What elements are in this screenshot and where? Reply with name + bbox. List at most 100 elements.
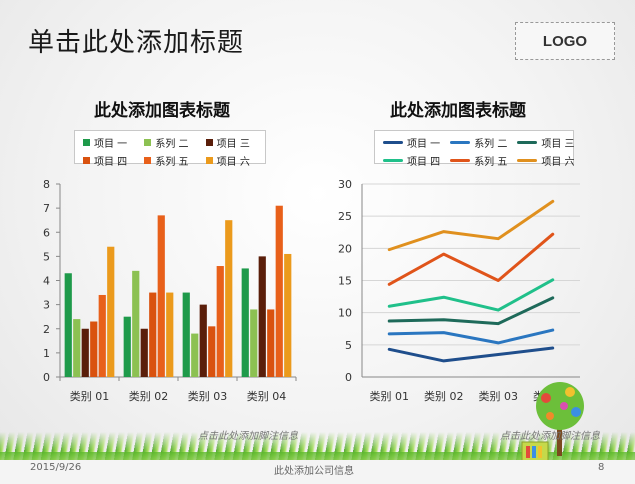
x-category-label: 类别 03 xyxy=(479,389,519,403)
legend-item: 项目 四 xyxy=(383,153,440,168)
bar[interactable] xyxy=(140,328,148,377)
bar[interactable] xyxy=(258,256,266,377)
y-tick-label: 0 xyxy=(43,371,50,384)
y-tick-label: 8 xyxy=(43,178,50,191)
legend-swatch xyxy=(383,159,403,162)
legend-label: 项目 三 xyxy=(216,139,250,150)
bar[interactable] xyxy=(107,246,115,377)
legend-label: 项目 一 xyxy=(407,139,441,150)
bar[interactable] xyxy=(149,292,157,377)
legend-swatch xyxy=(205,139,213,146)
legend-label: 项目 六 xyxy=(541,157,575,168)
legend-item: 项目 四 xyxy=(83,153,134,168)
legend-item: 系列 二 xyxy=(144,135,195,150)
x-category-label: 类别 04 xyxy=(247,389,287,403)
bar-chart-legend[interactable]: 项目 一 系列 二 项目 三项目 四 系列 五 项目 六 xyxy=(74,130,266,168)
footer-bar xyxy=(0,460,635,484)
x-category-label: 类别 03 xyxy=(188,389,228,403)
bar[interactable] xyxy=(267,309,275,377)
legend-item: 项目 一 xyxy=(383,135,440,150)
series-line[interactable] xyxy=(387,328,555,345)
legend-item: 项目 一 xyxy=(83,135,134,150)
bar[interactable] xyxy=(166,292,174,377)
series-line[interactable] xyxy=(387,199,555,252)
bar[interactable] xyxy=(90,321,98,377)
legend-label: 项目 四 xyxy=(94,157,128,168)
y-tick-label: 3 xyxy=(43,299,50,312)
bar[interactable] xyxy=(81,328,89,377)
legend-item: 项目 六 xyxy=(205,153,257,168)
legend-label: 系列 二 xyxy=(474,139,508,150)
legend-label: 项目 四 xyxy=(407,157,441,168)
bar[interactable] xyxy=(275,205,283,377)
x-category-label: 类别 01 xyxy=(70,389,110,403)
bar[interactable] xyxy=(132,270,140,377)
line-chart-title[interactable]: 此处添加图表标题 xyxy=(390,101,526,121)
line-chart-legend[interactable]: 项目 一 系列 二 项目 三项目 四 系列 五 项目 六 xyxy=(374,130,575,168)
y-tick-label: 5 xyxy=(43,250,50,263)
series-line[interactable] xyxy=(387,346,555,363)
x-category-label: 类别 02 xyxy=(424,389,464,403)
y-tick-label: 4 xyxy=(43,275,50,288)
x-category-label: 类别 02 xyxy=(129,389,169,403)
legend-swatch xyxy=(517,159,538,162)
series-line[interactable] xyxy=(387,232,555,286)
y-tick-label: 10 xyxy=(338,307,352,320)
bar[interactable] xyxy=(250,309,258,377)
tree-decoration xyxy=(521,382,584,463)
bar[interactable] xyxy=(225,220,233,377)
legend-label: 项目 六 xyxy=(216,157,250,168)
grass-base-decoration xyxy=(0,452,635,462)
bar[interactable] xyxy=(191,333,199,377)
legend-swatch xyxy=(144,157,152,164)
series-line[interactable] xyxy=(387,296,555,326)
y-tick-label: 30 xyxy=(338,178,352,191)
bar[interactable] xyxy=(208,326,216,377)
legend-label: 系列 五 xyxy=(474,157,508,168)
legend-item: 项目 六 xyxy=(517,153,575,168)
legend-label: 系列 五 xyxy=(155,157,189,168)
footer-date: 2015/9/26 xyxy=(30,462,82,473)
bar[interactable] xyxy=(284,253,292,377)
legend-item: 系列 二 xyxy=(450,135,507,150)
y-tick-label: 20 xyxy=(338,242,352,255)
bar[interactable] xyxy=(123,316,131,377)
legend-swatch xyxy=(450,141,471,144)
y-tick-label: 25 xyxy=(338,210,352,223)
x-category-label: 类别 01 xyxy=(370,389,410,403)
bar[interactable] xyxy=(157,215,165,377)
series-line[interactable] xyxy=(387,278,555,312)
y-tick-label: 6 xyxy=(43,226,50,239)
legend-label: 系列 二 xyxy=(155,139,189,150)
logo-placeholder[interactable]: LOGO xyxy=(515,22,615,60)
y-tick-label: 7 xyxy=(43,202,50,215)
bar[interactable] xyxy=(182,292,190,377)
bar[interactable] xyxy=(73,319,81,377)
legend-label: 项目 三 xyxy=(541,139,575,150)
bar[interactable] xyxy=(241,268,249,377)
footnote-left[interactable]: 点击此处添加脚注信息 xyxy=(198,431,298,442)
bar[interactable] xyxy=(98,294,106,377)
legend-swatch xyxy=(83,139,90,146)
legend-swatch xyxy=(205,157,213,164)
legend-item: 系列 五 xyxy=(450,153,507,168)
bar-chart-title[interactable]: 此处添加图表标题 xyxy=(94,101,230,121)
y-tick-label: 5 xyxy=(345,339,352,352)
footer-company: 此处添加公司信息 xyxy=(274,466,354,477)
y-tick-label: 1 xyxy=(43,347,50,360)
legend-swatch xyxy=(517,141,538,144)
slide-title[interactable]: 单击此处添加标题 xyxy=(28,28,245,58)
legend-swatch xyxy=(144,139,152,146)
legend-swatch xyxy=(383,141,403,144)
y-tick-label: 15 xyxy=(338,275,352,288)
bar[interactable] xyxy=(199,304,207,377)
y-tick-label: 2 xyxy=(43,323,50,336)
footnote-right[interactable]: 点击此处添加脚注信息 xyxy=(500,431,600,442)
bar[interactable] xyxy=(216,266,224,377)
legend-item: 项目 三 xyxy=(517,135,575,150)
page-number: 8 xyxy=(598,462,605,473)
bar[interactable] xyxy=(64,273,72,377)
legend-swatch xyxy=(450,159,471,162)
